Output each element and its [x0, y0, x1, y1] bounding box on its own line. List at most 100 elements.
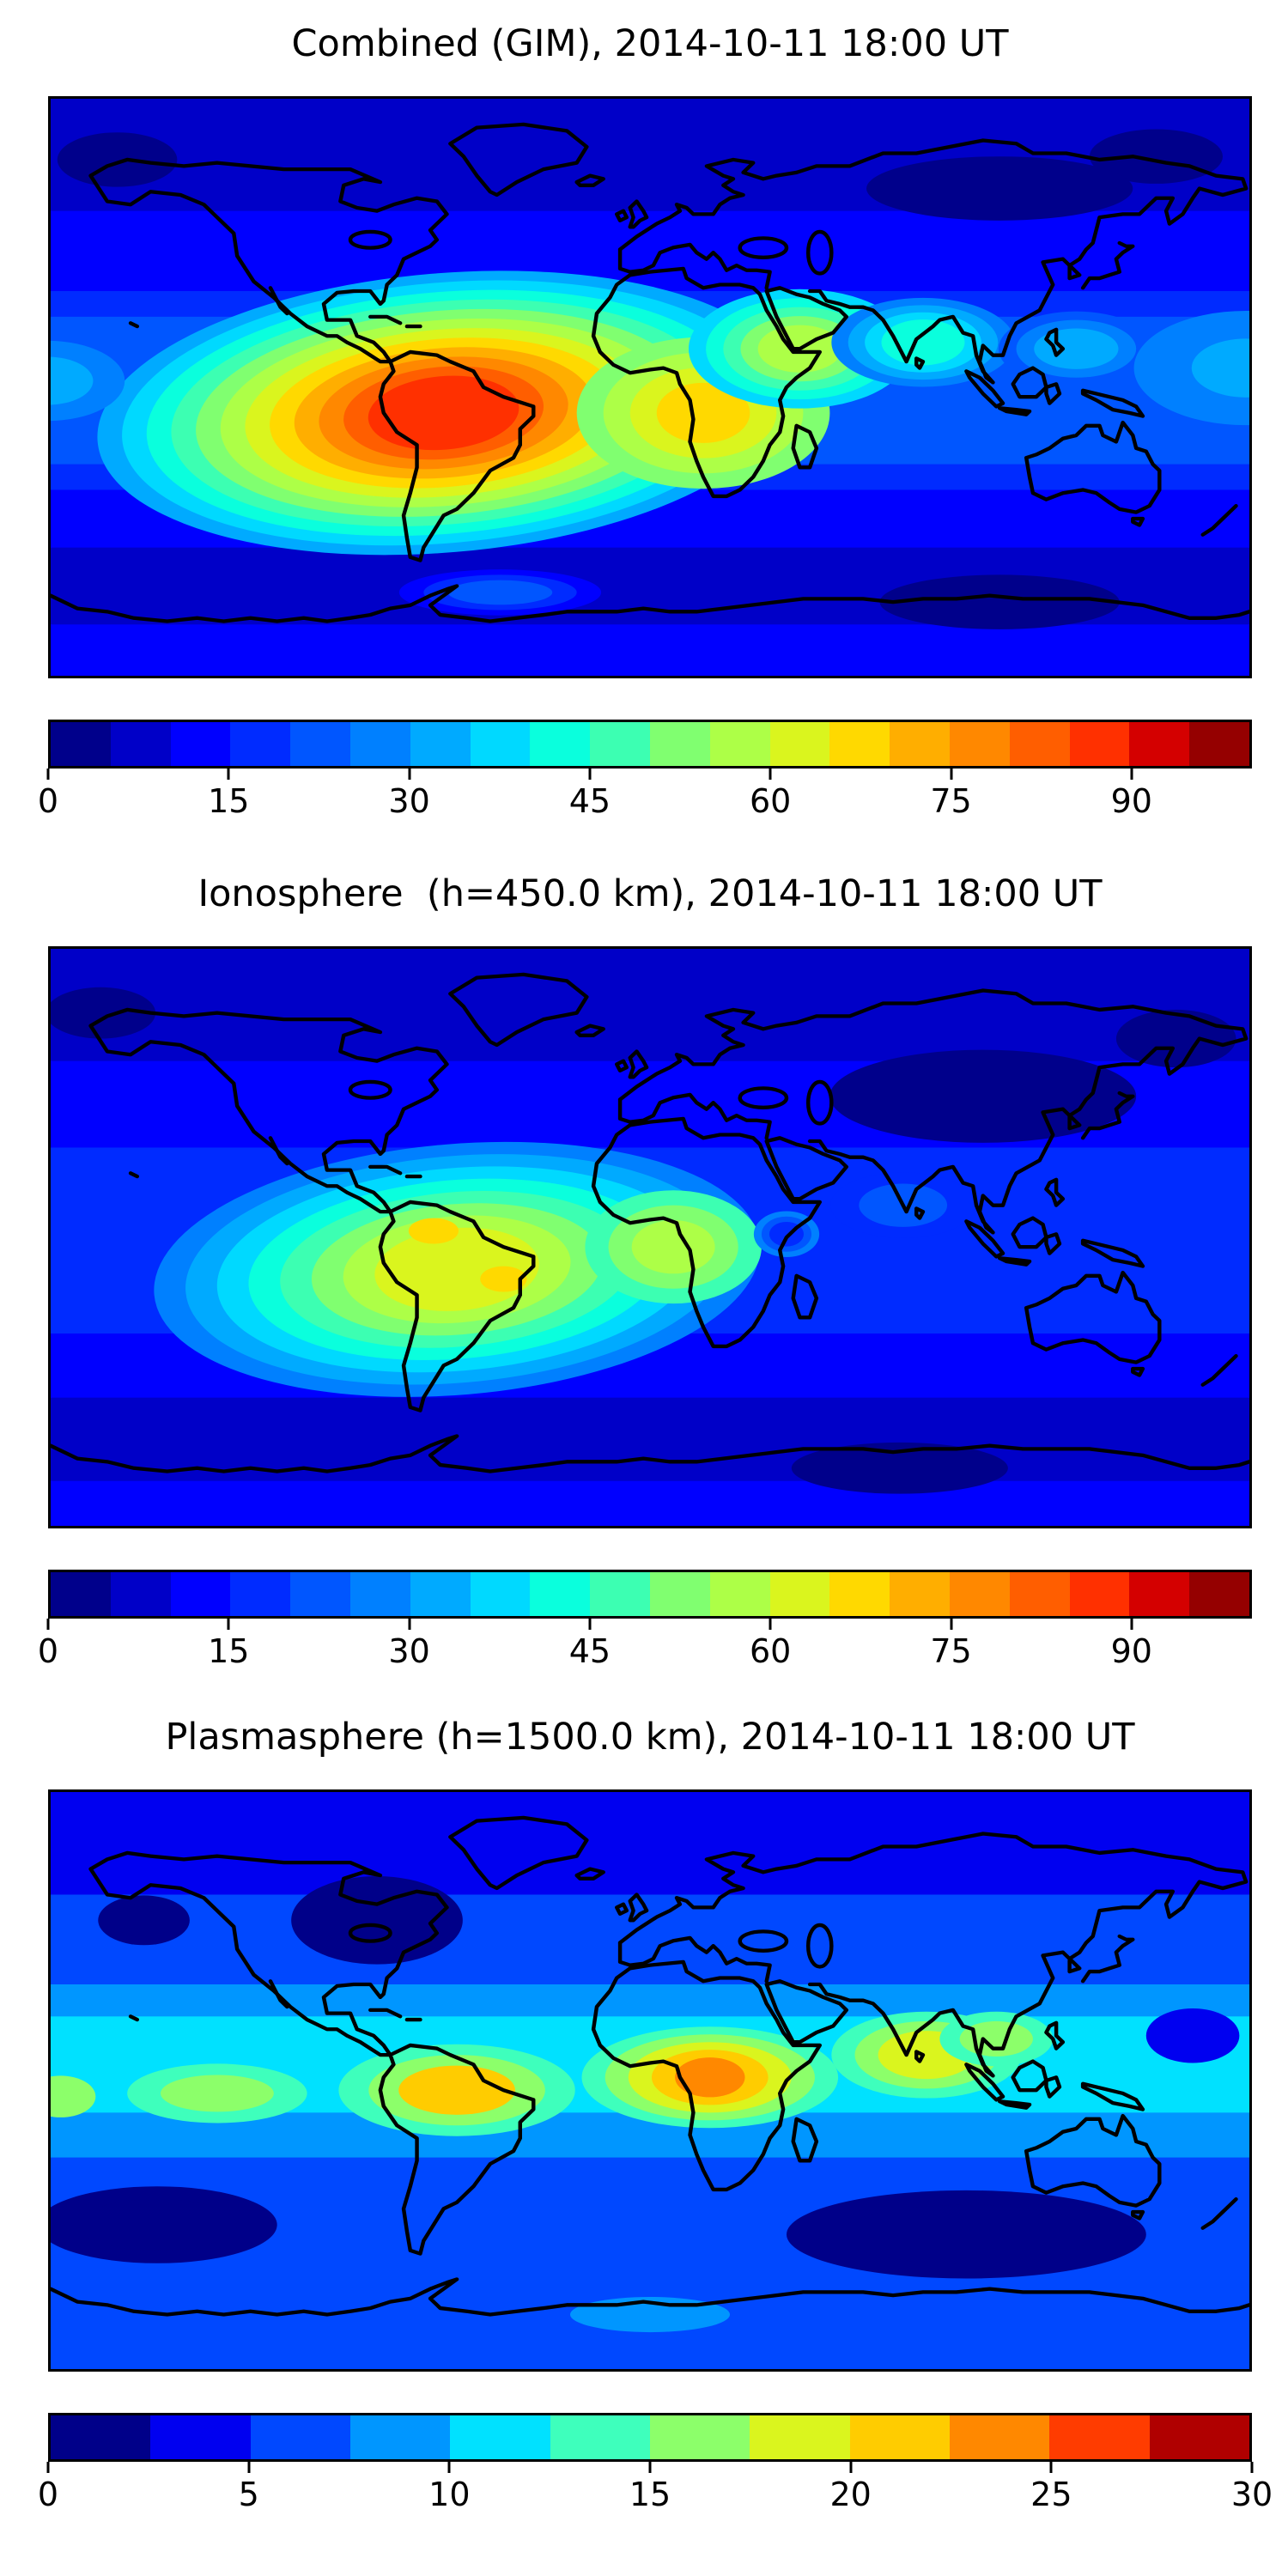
coastline	[1024, 1270, 1162, 1364]
contour-ring	[319, 1890, 434, 1950]
colorbar-segment	[110, 1572, 171, 1616]
coastline	[574, 1867, 605, 1880]
contour-ring	[398, 2065, 515, 2115]
coastline	[1080, 388, 1145, 418]
contour-ring	[1145, 2008, 1240, 2063]
coastline	[614, 1902, 629, 1917]
colorbar-tick	[648, 2462, 652, 2473]
coastline	[914, 356, 926, 370]
colorbar-segment	[470, 1572, 531, 1616]
contour-field	[51, 1792, 1249, 2369]
lake-outline	[805, 1923, 834, 1969]
colorbar-tick-label: 20	[829, 2476, 872, 2513]
colorbar-segment	[1149, 2415, 1249, 2459]
coastline	[1011, 366, 1048, 399]
colorbar-segment	[709, 722, 770, 766]
colorbar-tick	[1250, 2462, 1254, 2473]
coastline	[1044, 2075, 1062, 2099]
colorbar-segment	[769, 722, 830, 766]
colorbar-tick	[227, 769, 230, 780]
contour-ring	[959, 2020, 1033, 2057]
coastline	[1044, 1232, 1062, 1255]
coastline	[1080, 1934, 1135, 1984]
coastline	[591, 266, 822, 499]
coastline	[1200, 1353, 1238, 1387]
colorbar-tick-label: 0	[37, 2476, 59, 2513]
panel-title-ionosphere: Ionosphere (h=450.0 km), 2014-10-11 18:0…	[197, 872, 1103, 915]
coastline	[128, 1171, 140, 1179]
colorbar-tick-label: 45	[568, 782, 611, 820]
colorbar-segment	[230, 722, 291, 766]
coastline	[128, 321, 140, 329]
coastline	[628, 199, 649, 229]
colorbar-segment	[230, 1572, 291, 1616]
coastline	[628, 1049, 649, 1079]
coastline	[574, 1024, 605, 1037]
coastline	[268, 1979, 289, 2009]
coastline	[591, 1116, 822, 1349]
colorbar-tick-label: 60	[750, 782, 792, 820]
colorbar-axis-ionosphere: 0 15 30 45 60 75 90	[38, 1619, 1252, 1675]
contour-band	[51, 1792, 1249, 1895]
contour-ring	[77, 2199, 238, 2251]
colorbar-segment	[949, 722, 1010, 766]
colorbar-segment	[1069, 1572, 1130, 1616]
contour-band	[51, 1397, 1249, 1481]
colorbar-tick-label: 15	[208, 1632, 250, 1670]
coastline	[378, 349, 536, 562]
lake-outline	[738, 236, 789, 259]
lake-outline	[805, 1079, 834, 1126]
colorbar-segment	[649, 2415, 750, 2459]
coastline	[1024, 2113, 1162, 2208]
coastline	[368, 2008, 403, 2019]
contour-ring	[675, 2057, 745, 2098]
colorbar-tick-label: 5	[238, 2476, 259, 2513]
coastline	[88, 1850, 449, 2057]
lake-outline	[348, 229, 392, 250]
colorbar-segment	[51, 722, 111, 766]
colorbar-tick	[588, 769, 592, 780]
contour-ring	[879, 574, 1120, 629]
colorbar-segment	[530, 1572, 591, 1616]
contour-field	[51, 949, 1249, 1526]
colorbar-segment	[349, 722, 410, 766]
colorbar-segment	[1009, 1572, 1070, 1616]
colorbar-tick	[447, 2462, 451, 2473]
colorbar-tick-label: 75	[930, 782, 972, 820]
colorbar-segment	[769, 1572, 830, 1616]
coastline	[614, 1059, 629, 1073]
contour-ring	[160, 2075, 274, 2112]
colorbar-tick	[408, 1619, 411, 1630]
lake-outline	[348, 1923, 392, 1943]
colorbar-segment	[1129, 1572, 1190, 1616]
colorbar-segment	[349, 1572, 410, 1616]
lake-outline	[348, 1079, 392, 1100]
colorbar-segment	[530, 722, 591, 766]
colorbar-segment	[590, 722, 650, 766]
coastline	[51, 584, 1249, 623]
coastline	[791, 423, 819, 470]
coastline	[1044, 327, 1066, 357]
colorbar-tick	[1130, 1619, 1133, 1630]
coastline	[914, 2050, 926, 2063]
colorbar-segment	[1049, 2415, 1150, 2459]
colorbar-tick	[46, 769, 50, 780]
coastline	[378, 1200, 536, 1413]
colorbar-tick	[1130, 769, 1133, 780]
colorbar-tick-label: 0	[37, 782, 59, 820]
coastline	[764, 1979, 849, 2044]
colorbar-segment	[250, 2415, 350, 2459]
contour-ring	[408, 1218, 459, 1244]
colorbar-segment	[829, 1572, 890, 1616]
contour-ring	[791, 1442, 1008, 1494]
colorbar-tick-label: 75	[930, 1632, 972, 1670]
colorbar-tick	[950, 1619, 952, 1630]
coastline	[964, 2063, 1005, 2102]
contour-ring	[656, 382, 750, 443]
coastline	[88, 157, 449, 364]
coastline	[378, 2043, 536, 2256]
contour-ring	[447, 580, 553, 605]
contour-ring	[51, 356, 94, 405]
coastline	[268, 286, 289, 316]
coastline	[128, 2014, 140, 2022]
